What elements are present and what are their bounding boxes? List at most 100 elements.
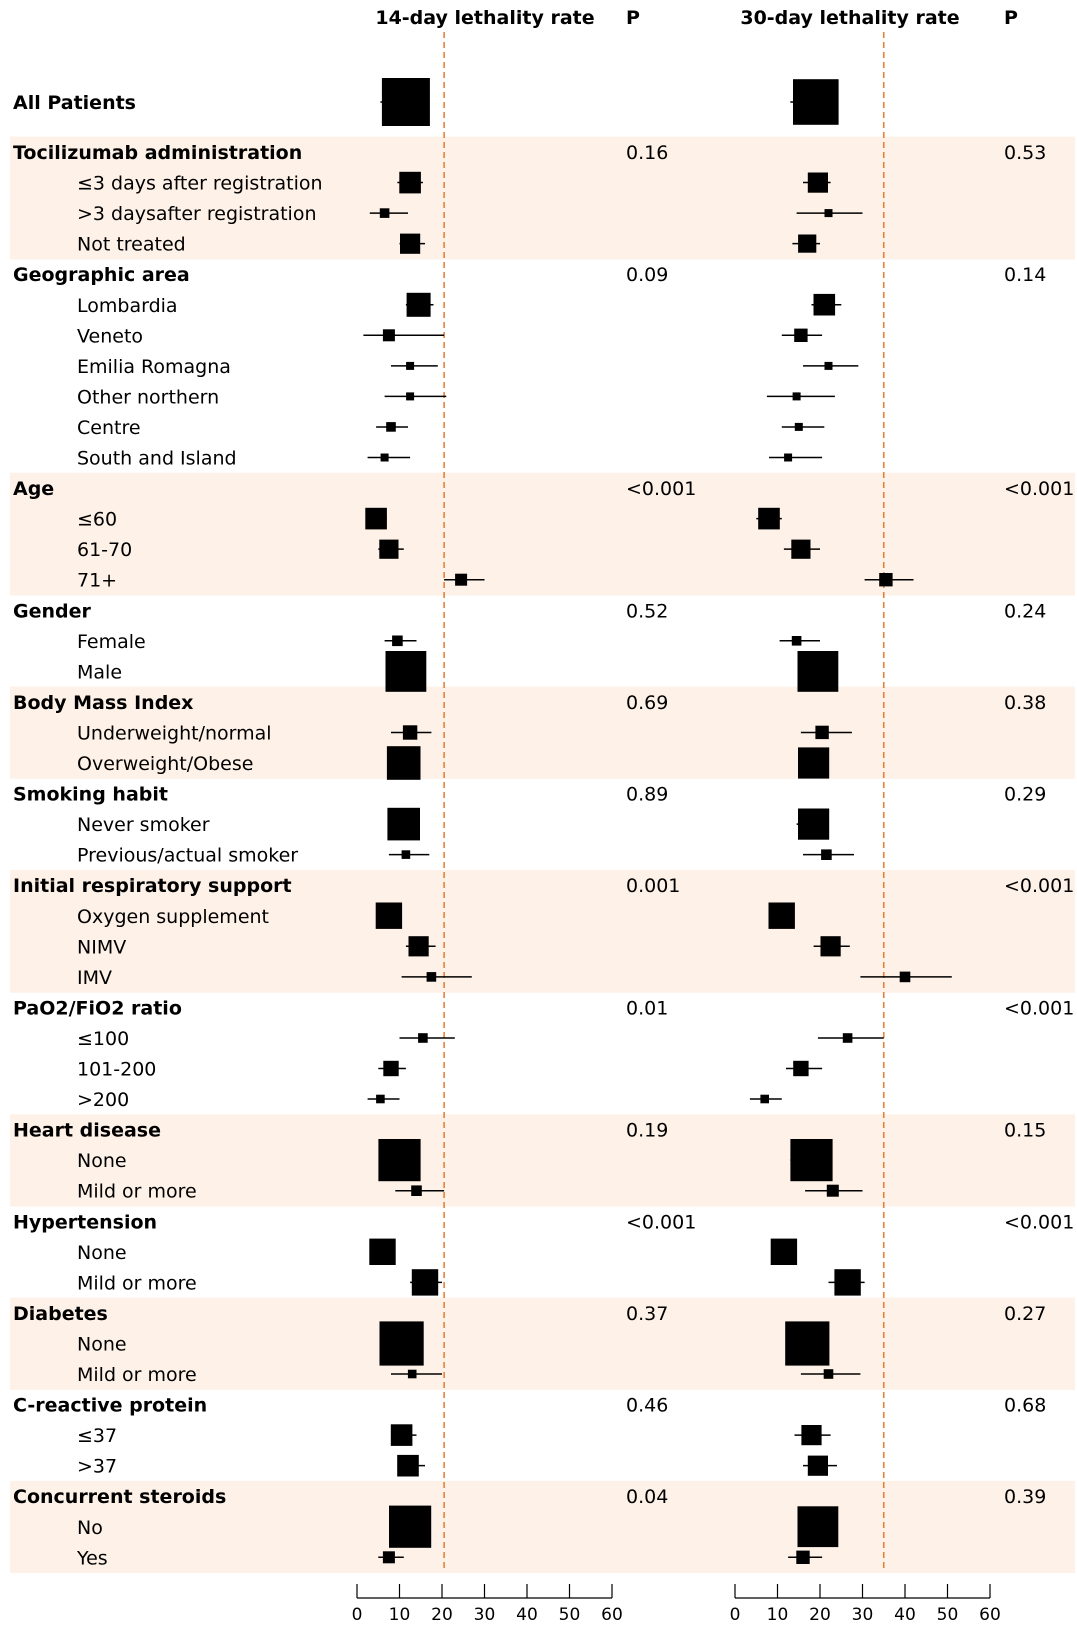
row-label: Underweight/normal	[77, 723, 272, 745]
point-estimate	[390, 1424, 413, 1446]
point-estimate	[785, 1321, 830, 1366]
row-band	[10, 686, 1075, 718]
point-estimate	[796, 1550, 810, 1564]
tick-label: 30	[474, 1605, 496, 1625]
row-label: Body Mass Index	[13, 692, 193, 714]
point-estimate	[823, 1369, 834, 1379]
point-estimate	[426, 972, 437, 982]
tick-label: 40	[894, 1605, 916, 1625]
subgroup-row: Never smoker	[77, 807, 830, 841]
point-estimate	[382, 329, 395, 342]
tick-label: 20	[809, 1605, 831, 1625]
row-label: >200	[77, 1089, 129, 1111]
point-estimate	[793, 79, 839, 125]
p-value: <0.001	[1004, 1211, 1074, 1233]
row-band	[10, 1175, 1075, 1207]
p-value: 0.69	[626, 692, 668, 714]
subgroup-row: Other northern	[77, 386, 835, 408]
point-estimate	[401, 850, 411, 859]
point-estimate	[791, 539, 811, 559]
row-band	[10, 1297, 1075, 1329]
group-row: Gender 0.52 0.24	[13, 600, 1046, 622]
point-estimate	[382, 1551, 395, 1564]
point-estimate	[824, 209, 833, 218]
point-estimate	[834, 1269, 861, 1296]
p-value: 0.15	[1004, 1120, 1046, 1142]
point-estimate	[407, 1369, 417, 1379]
row-label: Mild or more	[77, 1272, 197, 1294]
point-estimate	[791, 636, 802, 646]
row-label: Age	[13, 478, 54, 500]
point-estimate	[418, 1033, 428, 1043]
subgroup-row: None	[77, 1238, 798, 1265]
subgroup-row: Centre	[77, 417, 825, 439]
point-estimate	[842, 1033, 853, 1043]
p-value: 0.27	[1004, 1303, 1046, 1325]
row-shading	[10, 136, 1075, 1574]
tick-label: 10	[767, 1605, 789, 1625]
p-value: 0.46	[626, 1395, 668, 1417]
subgroup-row: Mild or more	[77, 1364, 861, 1386]
point-estimate	[760, 1094, 769, 1104]
p-value: 0.38	[1004, 692, 1046, 714]
subgroup-row: Male	[77, 651, 839, 692]
row-label: Yes	[76, 1547, 108, 1569]
row-band	[10, 503, 1075, 535]
subgroup-row: Yes	[76, 1547, 823, 1569]
point-estimate	[402, 725, 418, 740]
point-estimate	[798, 234, 817, 253]
point-estimate	[899, 971, 911, 983]
row-label: ≤60	[77, 509, 117, 531]
row-band	[10, 533, 1075, 565]
point-estimate	[813, 293, 836, 316]
row-label: C-reactive protein	[13, 1395, 207, 1417]
group-row: Body Mass Index 0.69 0.38	[13, 692, 1046, 714]
point-estimate	[397, 1454, 419, 1477]
p-value: 0.04	[626, 1486, 668, 1508]
row-label: NIMV	[77, 936, 126, 958]
point-estimate	[411, 1269, 439, 1296]
point-estimate	[770, 1238, 798, 1265]
subgroup-row: ≤100	[77, 1028, 884, 1050]
row-label: Previous/actual smoker	[77, 845, 298, 867]
subgroup-row: Previous/actual smoker	[77, 845, 854, 867]
row-band	[10, 1358, 1075, 1390]
row-band	[10, 1144, 1075, 1176]
row-band	[10, 136, 1075, 168]
p-value: 0.37	[626, 1303, 668, 1325]
row-label: None	[77, 1242, 127, 1264]
row-band	[10, 1480, 1075, 1512]
point-estimate	[380, 453, 389, 462]
point-estimate	[386, 746, 421, 780]
row-label: Diabetes	[13, 1303, 108, 1325]
row-label: >37	[77, 1456, 117, 1478]
point-estimate	[411, 1185, 422, 1196]
tick-label: 60	[979, 1605, 1001, 1625]
row-label: No	[77, 1517, 103, 1539]
row-label: Tocilizumab administration	[13, 142, 302, 164]
row-label: 71+	[77, 570, 117, 592]
group-row: Diabetes 0.37 0.27	[13, 1303, 1046, 1325]
p-value: 0.01	[626, 997, 668, 1019]
row-label: Male	[77, 661, 122, 683]
p-value: <0.001	[1004, 478, 1074, 500]
row-label: Initial respiratory support	[13, 875, 292, 897]
p-value: 0.24	[1004, 600, 1046, 622]
point-estimate	[797, 1506, 839, 1548]
row-label: Concurrent steroids	[13, 1486, 226, 1508]
tick-label: 30	[852, 1605, 874, 1625]
p-value: 0.53	[1004, 142, 1046, 164]
subgroup-row: IMV	[77, 967, 952, 989]
row-label: ≤37	[77, 1425, 117, 1447]
point-estimate	[798, 747, 830, 779]
point-estimate	[820, 936, 841, 957]
point-estimate	[784, 453, 793, 462]
subgroup-row: ≤60	[77, 507, 782, 531]
point-estimate	[378, 1139, 421, 1182]
point-estimate	[387, 807, 420, 841]
point-estimate	[807, 1455, 828, 1476]
group-row: C-reactive protein 0.46 0.68	[13, 1395, 1046, 1417]
forest-rows: All Patients Tocilizumab administration 0.…	[13, 78, 1074, 1569]
group-row: Concurrent steroids 0.04 0.39	[13, 1486, 1046, 1508]
